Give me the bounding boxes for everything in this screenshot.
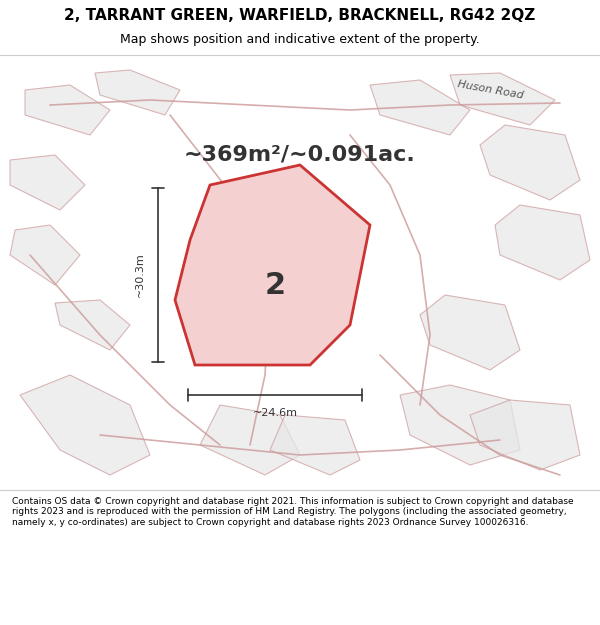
Polygon shape [420,295,520,370]
Polygon shape [480,125,580,200]
Polygon shape [470,400,580,470]
Polygon shape [95,70,180,115]
Text: Map shows position and indicative extent of the property.: Map shows position and indicative extent… [120,33,480,46]
Text: Contains OS data © Crown copyright and database right 2021. This information is : Contains OS data © Crown copyright and d… [12,497,574,526]
Text: ~24.6m: ~24.6m [253,408,298,418]
Polygon shape [175,165,370,365]
Polygon shape [10,155,85,210]
Text: Tarrant Green: Tarrant Green [211,264,233,336]
Polygon shape [370,80,470,135]
Polygon shape [400,385,520,465]
Polygon shape [10,225,80,285]
Text: ~369m²/~0.091ac.: ~369m²/~0.091ac. [184,145,416,165]
Text: 2: 2 [265,271,286,299]
Polygon shape [55,300,130,350]
Text: Huson Road: Huson Road [456,79,524,101]
Polygon shape [270,415,360,475]
Polygon shape [20,375,150,475]
Polygon shape [200,405,300,475]
Polygon shape [25,85,110,135]
Text: 2, TARRANT GREEN, WARFIELD, BRACKNELL, RG42 2QZ: 2, TARRANT GREEN, WARFIELD, BRACKNELL, R… [64,8,536,23]
Polygon shape [495,205,590,280]
Polygon shape [450,73,555,125]
Text: ~30.3m: ~30.3m [135,253,145,298]
